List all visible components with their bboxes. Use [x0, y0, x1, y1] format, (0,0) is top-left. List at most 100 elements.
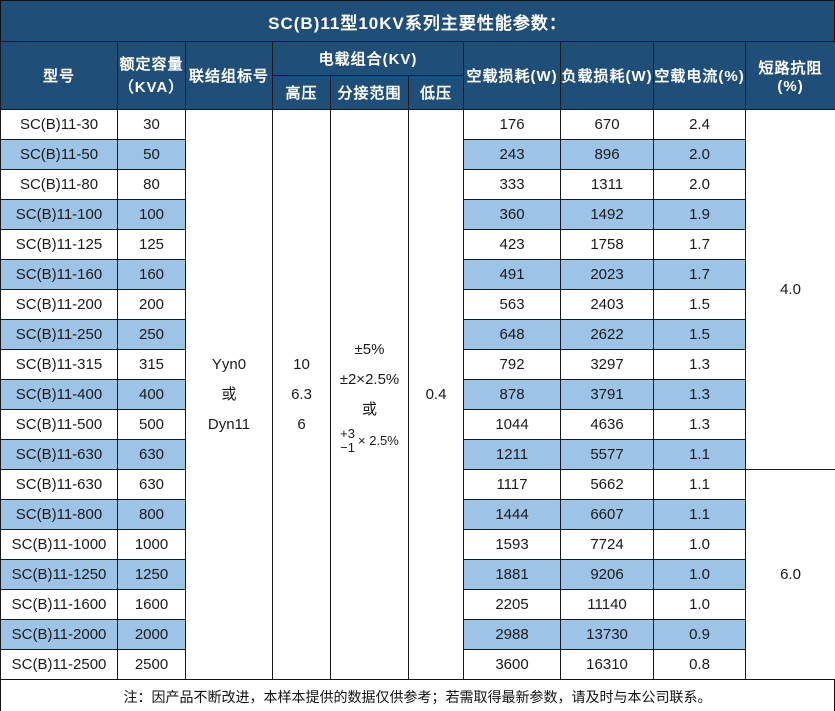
no-load-current-cell: 2.0 — [653, 139, 747, 170]
impedance-cell: 4.0 — [745, 109, 835, 470]
no-load-current-cell: 1.3 — [653, 409, 747, 440]
capacity-cell: 30 — [117, 109, 186, 140]
load-loss-cell: 16310 — [560, 649, 655, 680]
no-load-current-cell: 1.5 — [653, 319, 747, 350]
capacity-cell: 315 — [117, 349, 186, 380]
no-load-loss-cell: 3600 — [463, 649, 562, 680]
capacity-cell: 125 — [117, 229, 186, 260]
model-cell: SC(B)11-200 — [0, 289, 118, 320]
no-load-current-cell: 0.8 — [653, 649, 747, 680]
table-row: SC(B)11-1600 1600 2205 11140 1.0 — [0, 589, 835, 620]
load-loss-cell: 1492 — [560, 199, 655, 230]
table-header: 型号 额定容量 （KVA） 联结组标号 电载组合(KV) 空载损耗(W) 负载损… — [0, 41, 835, 110]
table-row: SC(B)11-2000 2000 2988 13730 0.9 — [0, 619, 835, 650]
merged-cell-line: 6.3 — [291, 385, 312, 403]
model-cell: SC(B)11-400 — [0, 379, 118, 410]
spec-table: 型号 额定容量 （KVA） 联结组标号 电载组合(KV) 空载损耗(W) 负载损… — [0, 41, 835, 680]
model-cell: SC(B)11-30 — [0, 109, 118, 140]
page-title-text: SC(B)11型10KV系列主要性能参数： — [268, 13, 567, 33]
model-cell: SC(B)11-1000 — [0, 529, 118, 560]
capacity-cell: 1600 — [117, 589, 186, 620]
header-row-group: 型号 额定容量 （KVA） 联结组标号 电载组合(KV) 空载损耗(W) 负载损… — [0, 41, 835, 110]
capacity-cell: 100 — [117, 199, 186, 230]
merged-cell-line: 6 — [297, 415, 306, 433]
load-loss-cell: 3791 — [560, 379, 655, 410]
no-load-current-cell: 2.0 — [653, 169, 747, 200]
capacity-cell: 630 — [117, 469, 186, 500]
no-load-loss-cell: 360 — [463, 199, 562, 230]
table-row: SC(B)11-250 250 648 2622 1.5 — [0, 319, 835, 350]
no-load-loss-cell: 1593 — [463, 529, 562, 560]
no-load-loss-cell: 2205 — [463, 589, 562, 620]
table-row: SC(B)11-500 500 1044 4636 1.3 — [0, 409, 835, 440]
header-model: 型号 — [0, 41, 118, 110]
no-load-current-cell: 2.4 — [653, 109, 747, 140]
no-load-current-cell: 1.3 — [653, 349, 747, 380]
merged-cell-line: 或 — [361, 400, 377, 418]
model-cell: SC(B)11-1600 — [0, 589, 118, 620]
tap-stack-bottom: −1 — [340, 439, 355, 455]
header-capacity-line2: （KVA） — [118, 78, 185, 96]
header-capacity-line1: 额定容量 — [119, 55, 184, 73]
merged-cell-line: 或 — [221, 385, 237, 403]
load-loss-cell: 13730 — [560, 619, 655, 650]
load-loss-cell: 2403 — [560, 289, 655, 320]
low-voltage-cell: 0.4 — [407, 109, 465, 680]
load-loss-cell: 2023 — [560, 259, 655, 290]
capacity-cell: 1250 — [117, 559, 186, 590]
merged-cell-line: Dyn11 — [207, 415, 251, 433]
capacity-cell: 500 — [117, 409, 186, 440]
table-row: SC(B)11-630 630 1117 5662 1.1 6.0 — [0, 469, 835, 680]
table-row: SC(B)11-100 100 360 1492 1.9 — [0, 199, 835, 230]
no-load-loss-cell: 2988 — [463, 619, 562, 650]
capacity-cell: 400 — [117, 379, 186, 410]
table-row: SC(B)11-80 80 333 1311 2.0 — [0, 169, 835, 200]
merged-cell-line: Yyn0 — [211, 355, 247, 373]
header-impedance: 短路抗阻(%) — [745, 41, 835, 110]
capacity-cell: 630 — [117, 439, 186, 470]
header-load-loss: 负载损耗(W) — [560, 41, 655, 110]
header-load-combo-group: 电载组合(KV) — [271, 41, 465, 76]
model-cell: SC(B)11-50 — [0, 139, 118, 170]
impedance-cell: 6.0 — [745, 469, 835, 680]
no-load-current-cell: 0.9 — [653, 619, 747, 650]
table-row: SC(B)11-125 125 423 1758 1.7 — [0, 229, 835, 260]
footer-note: 注：因产品不断改进，本样本提供的数据仅供参考；若需取得最新参数，请及时与本公司联… — [0, 679, 835, 711]
no-load-current-cell: 1.7 — [653, 259, 747, 290]
load-loss-cell: 6607 — [560, 499, 655, 530]
load-loss-cell: 5577 — [560, 439, 655, 470]
no-load-current-cell: 1.1 — [653, 439, 747, 470]
model-cell: SC(B)11-80 — [0, 169, 118, 200]
table-row: SC(B)11-50 50 243 896 2.0 — [0, 139, 835, 170]
merged-cell-line: ±2×2.5% — [339, 370, 400, 388]
capacity-cell: 2500 — [117, 649, 186, 680]
header-tap-range: 分接范围 — [330, 75, 409, 110]
no-load-loss-cell: 792 — [463, 349, 562, 380]
no-load-current-cell: 1.5 — [653, 289, 747, 320]
model-cell: SC(B)11-500 — [0, 409, 118, 440]
load-loss-cell: 3297 — [560, 349, 655, 380]
tap-range-cell: ±5% ±2×2.5% 或 +3 −1 × 2.5% — [330, 109, 409, 680]
no-load-loss-cell: 1881 — [463, 559, 562, 590]
tap-stack-pair: +3 −1 — [340, 427, 355, 454]
model-cell: SC(B)11-1250 — [0, 559, 118, 590]
header-connection: 联结组标号 — [185, 41, 273, 110]
page-title: SC(B)11型10KV系列主要性能参数： — [0, 0, 835, 42]
capacity-cell: 250 — [117, 319, 186, 350]
load-loss-cell: 7724 — [560, 529, 655, 560]
high-voltage-cell: 10 6.3 6 — [272, 109, 331, 680]
no-load-current-cell: 1.1 — [653, 499, 747, 530]
no-load-current-cell: 1.3 — [653, 379, 747, 410]
model-cell: SC(B)11-800 — [0, 499, 118, 530]
footer-note-text: 注：因产品不断改进，本样本提供的数据仅供参考；若需取得最新参数，请及时与本公司联… — [123, 688, 712, 705]
header-capacity: 额定容量 （KVA） — [117, 41, 186, 110]
no-load-current-cell: 1.0 — [653, 529, 747, 560]
model-cell: SC(B)11-2000 — [0, 619, 118, 650]
no-load-current-cell: 1.1 — [653, 469, 747, 500]
table-row: SC(B)11-2500 2500 3600 16310 0.8 — [0, 649, 835, 680]
no-load-loss-cell: 423 — [463, 229, 562, 260]
load-loss-cell: 9206 — [560, 559, 655, 590]
header-row-sub: 高压 分接范围 低压 — [1, 75, 835, 110]
merged-cell-line: ±5% — [354, 340, 385, 358]
